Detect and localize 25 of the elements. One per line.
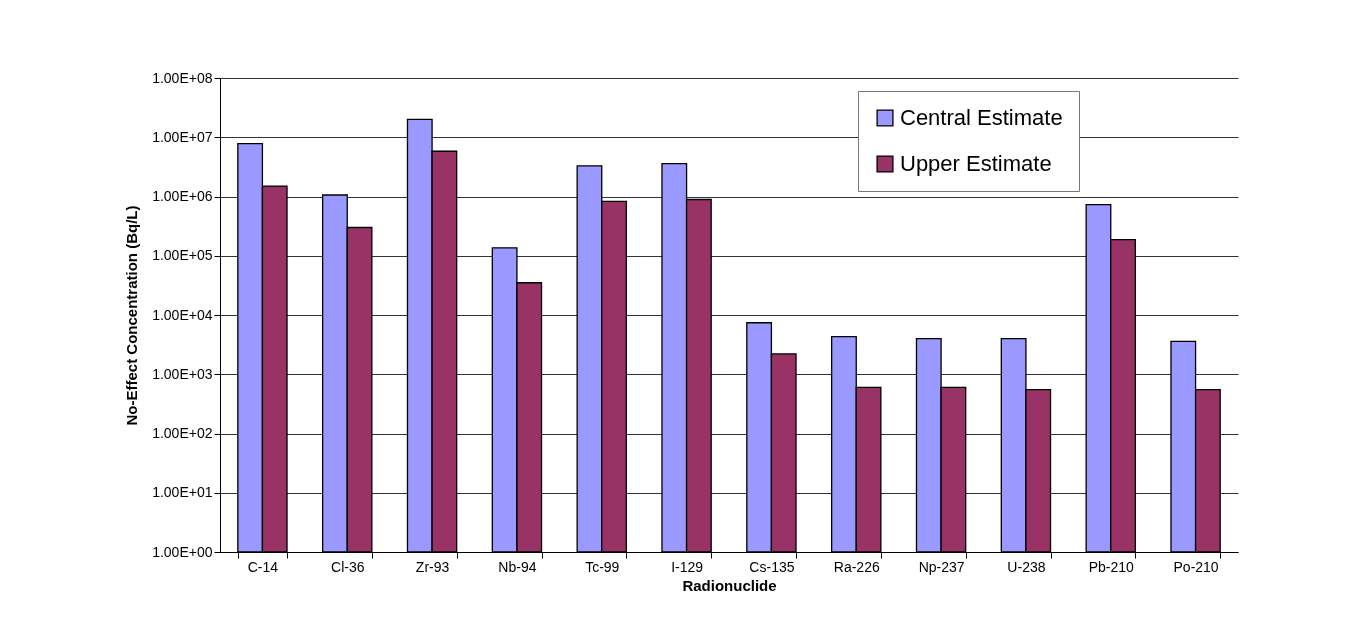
x-tick-label: I-129 [671, 558, 704, 575]
y-tick-label: 1.00E+03 [152, 365, 213, 382]
x-axis-title: Radionuclide [682, 576, 777, 594]
x-tick-label: Cs-135 [749, 558, 795, 575]
y-tick-label: 1.00E+06 [152, 188, 213, 204]
y-tick-label: 1.00E+04 [152, 306, 213, 323]
y-axis-title: No-Effect Concentration (Bq/L) [123, 205, 141, 426]
x-tick-label: Np-237 [918, 558, 965, 575]
x-tick-label: Po-210 [1173, 558, 1219, 575]
x-tick-label: Zr-93 [415, 558, 450, 575]
x-tick-label: C-14 [247, 558, 279, 575]
x-tick-label: U-238 [1007, 558, 1046, 575]
y-tick-label: 1.00E+00 [152, 543, 213, 560]
x-tick-label: Nb-94 [498, 558, 537, 575]
x-tick-label: Tc-99 [585, 558, 620, 575]
y-tick-label: 1.00E+07 [152, 128, 213, 145]
y-tick-label: 1.00E+08 [152, 69, 213, 86]
y-tick-label: 1.00E+05 [152, 247, 213, 264]
x-tick-label: Cl-36 [331, 558, 365, 575]
y-tick-label: 1.00E+02 [152, 425, 213, 441]
y-tick-label: 1.00E+01 [152, 484, 213, 501]
legend-label: Central Estimate [900, 105, 1063, 130]
x-tick-label: Ra-226 [833, 558, 880, 575]
legend-label: Upper Estimate [900, 151, 1052, 176]
x-tick-label: Pb-210 [1088, 558, 1135, 575]
